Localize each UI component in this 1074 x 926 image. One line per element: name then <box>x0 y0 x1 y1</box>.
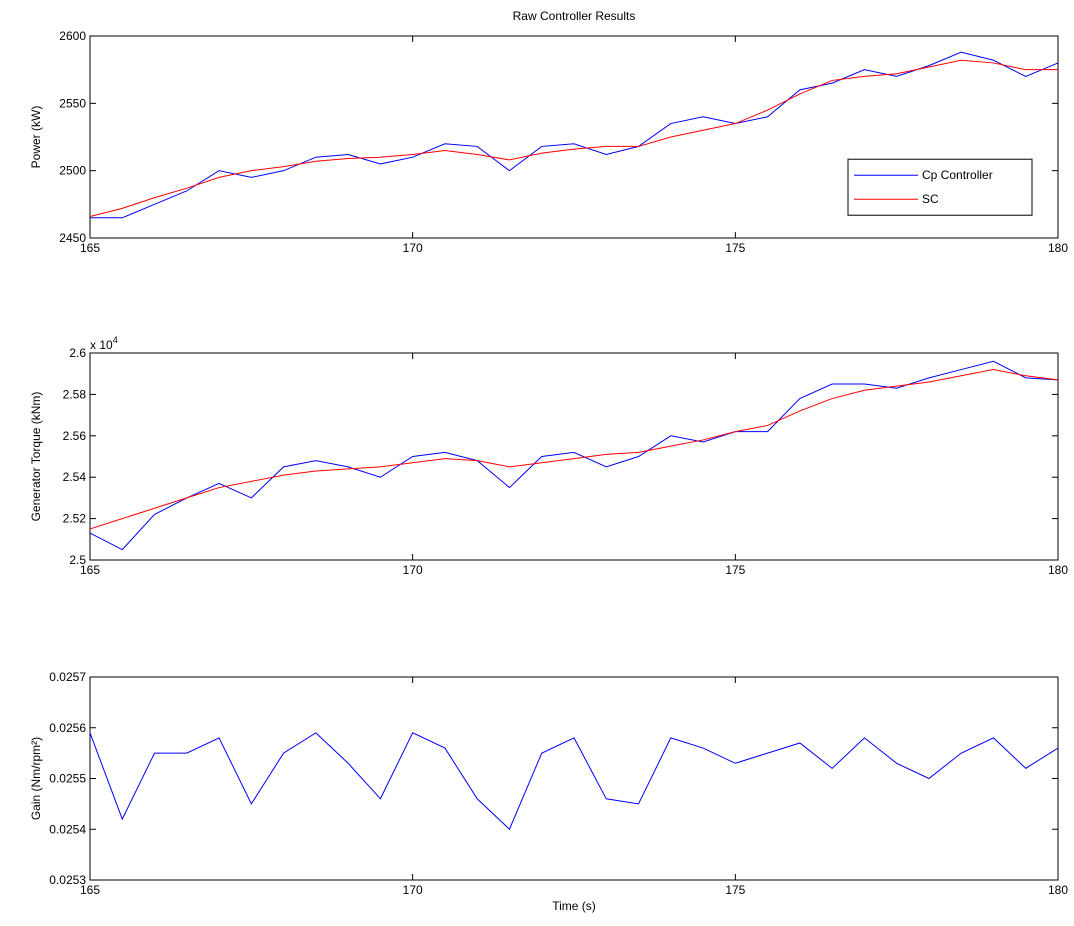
y-tick-label: 0.0257 <box>49 670 86 684</box>
legend-label: SC <box>922 192 939 206</box>
x-tick-label: 165 <box>80 563 100 577</box>
y-axis-label: Gain (Nm/rpm²) <box>29 737 43 820</box>
series-line <box>89 59 1058 217</box>
chart-title: Raw Controller Results <box>513 9 636 23</box>
x-tick-label: 170 <box>403 241 423 255</box>
x-tick-label: 175 <box>725 241 745 255</box>
x-tick-label: 175 <box>725 883 745 897</box>
multiplier-exponent: 4 <box>113 335 118 345</box>
y-tick-label: 2450 <box>59 231 86 245</box>
y-tick-label: 2.54 <box>63 470 87 484</box>
y-tick-label: 2600 <box>59 29 86 43</box>
y-tick-label: 2.52 <box>63 512 87 526</box>
legend-box <box>847 158 1033 216</box>
legend-label: Cp Controller <box>922 168 993 182</box>
series-line <box>89 732 1059 831</box>
multiplier-base: x 10 <box>90 338 113 352</box>
y-tick-label: 0.0255 <box>49 772 86 786</box>
x-tick-label: 180 <box>1048 563 1068 577</box>
y-tick-label: 0.0254 <box>49 822 86 836</box>
y-tick-label: 2550 <box>59 96 86 110</box>
x-tick-label: 165 <box>80 883 100 897</box>
y-tick-label: 2.5 <box>69 553 86 567</box>
x-tick-label: 180 <box>1048 883 1068 897</box>
y-tick-label: 2.6 <box>69 346 86 360</box>
y-axis-label: Generator Torque (kNm) <box>29 392 43 522</box>
x-tick-label: 165 <box>80 241 100 255</box>
series-line <box>89 360 1059 551</box>
x-axis-label: Time (s) <box>552 899 596 913</box>
y-tick-label: 0.0253 <box>49 873 86 887</box>
x-tick-label: 170 <box>403 563 423 577</box>
y-tick-label: 2.56 <box>63 429 87 443</box>
series-line <box>89 369 1059 530</box>
plot-area <box>89 352 1059 561</box>
x-tick-label: 180 <box>1048 241 1068 255</box>
y-tick-label: 2.58 <box>63 387 87 401</box>
y-axis-label: Power (kW) <box>29 106 43 169</box>
y-tick-label: 0.0256 <box>49 721 86 735</box>
axis-multiplier: x 104 <box>90 335 118 352</box>
x-tick-label: 170 <box>403 883 423 897</box>
y-tick-label: 2500 <box>59 164 86 178</box>
series-line <box>90 51 1059 219</box>
plot-area <box>89 676 1059 881</box>
x-tick-label: 175 <box>725 563 745 577</box>
